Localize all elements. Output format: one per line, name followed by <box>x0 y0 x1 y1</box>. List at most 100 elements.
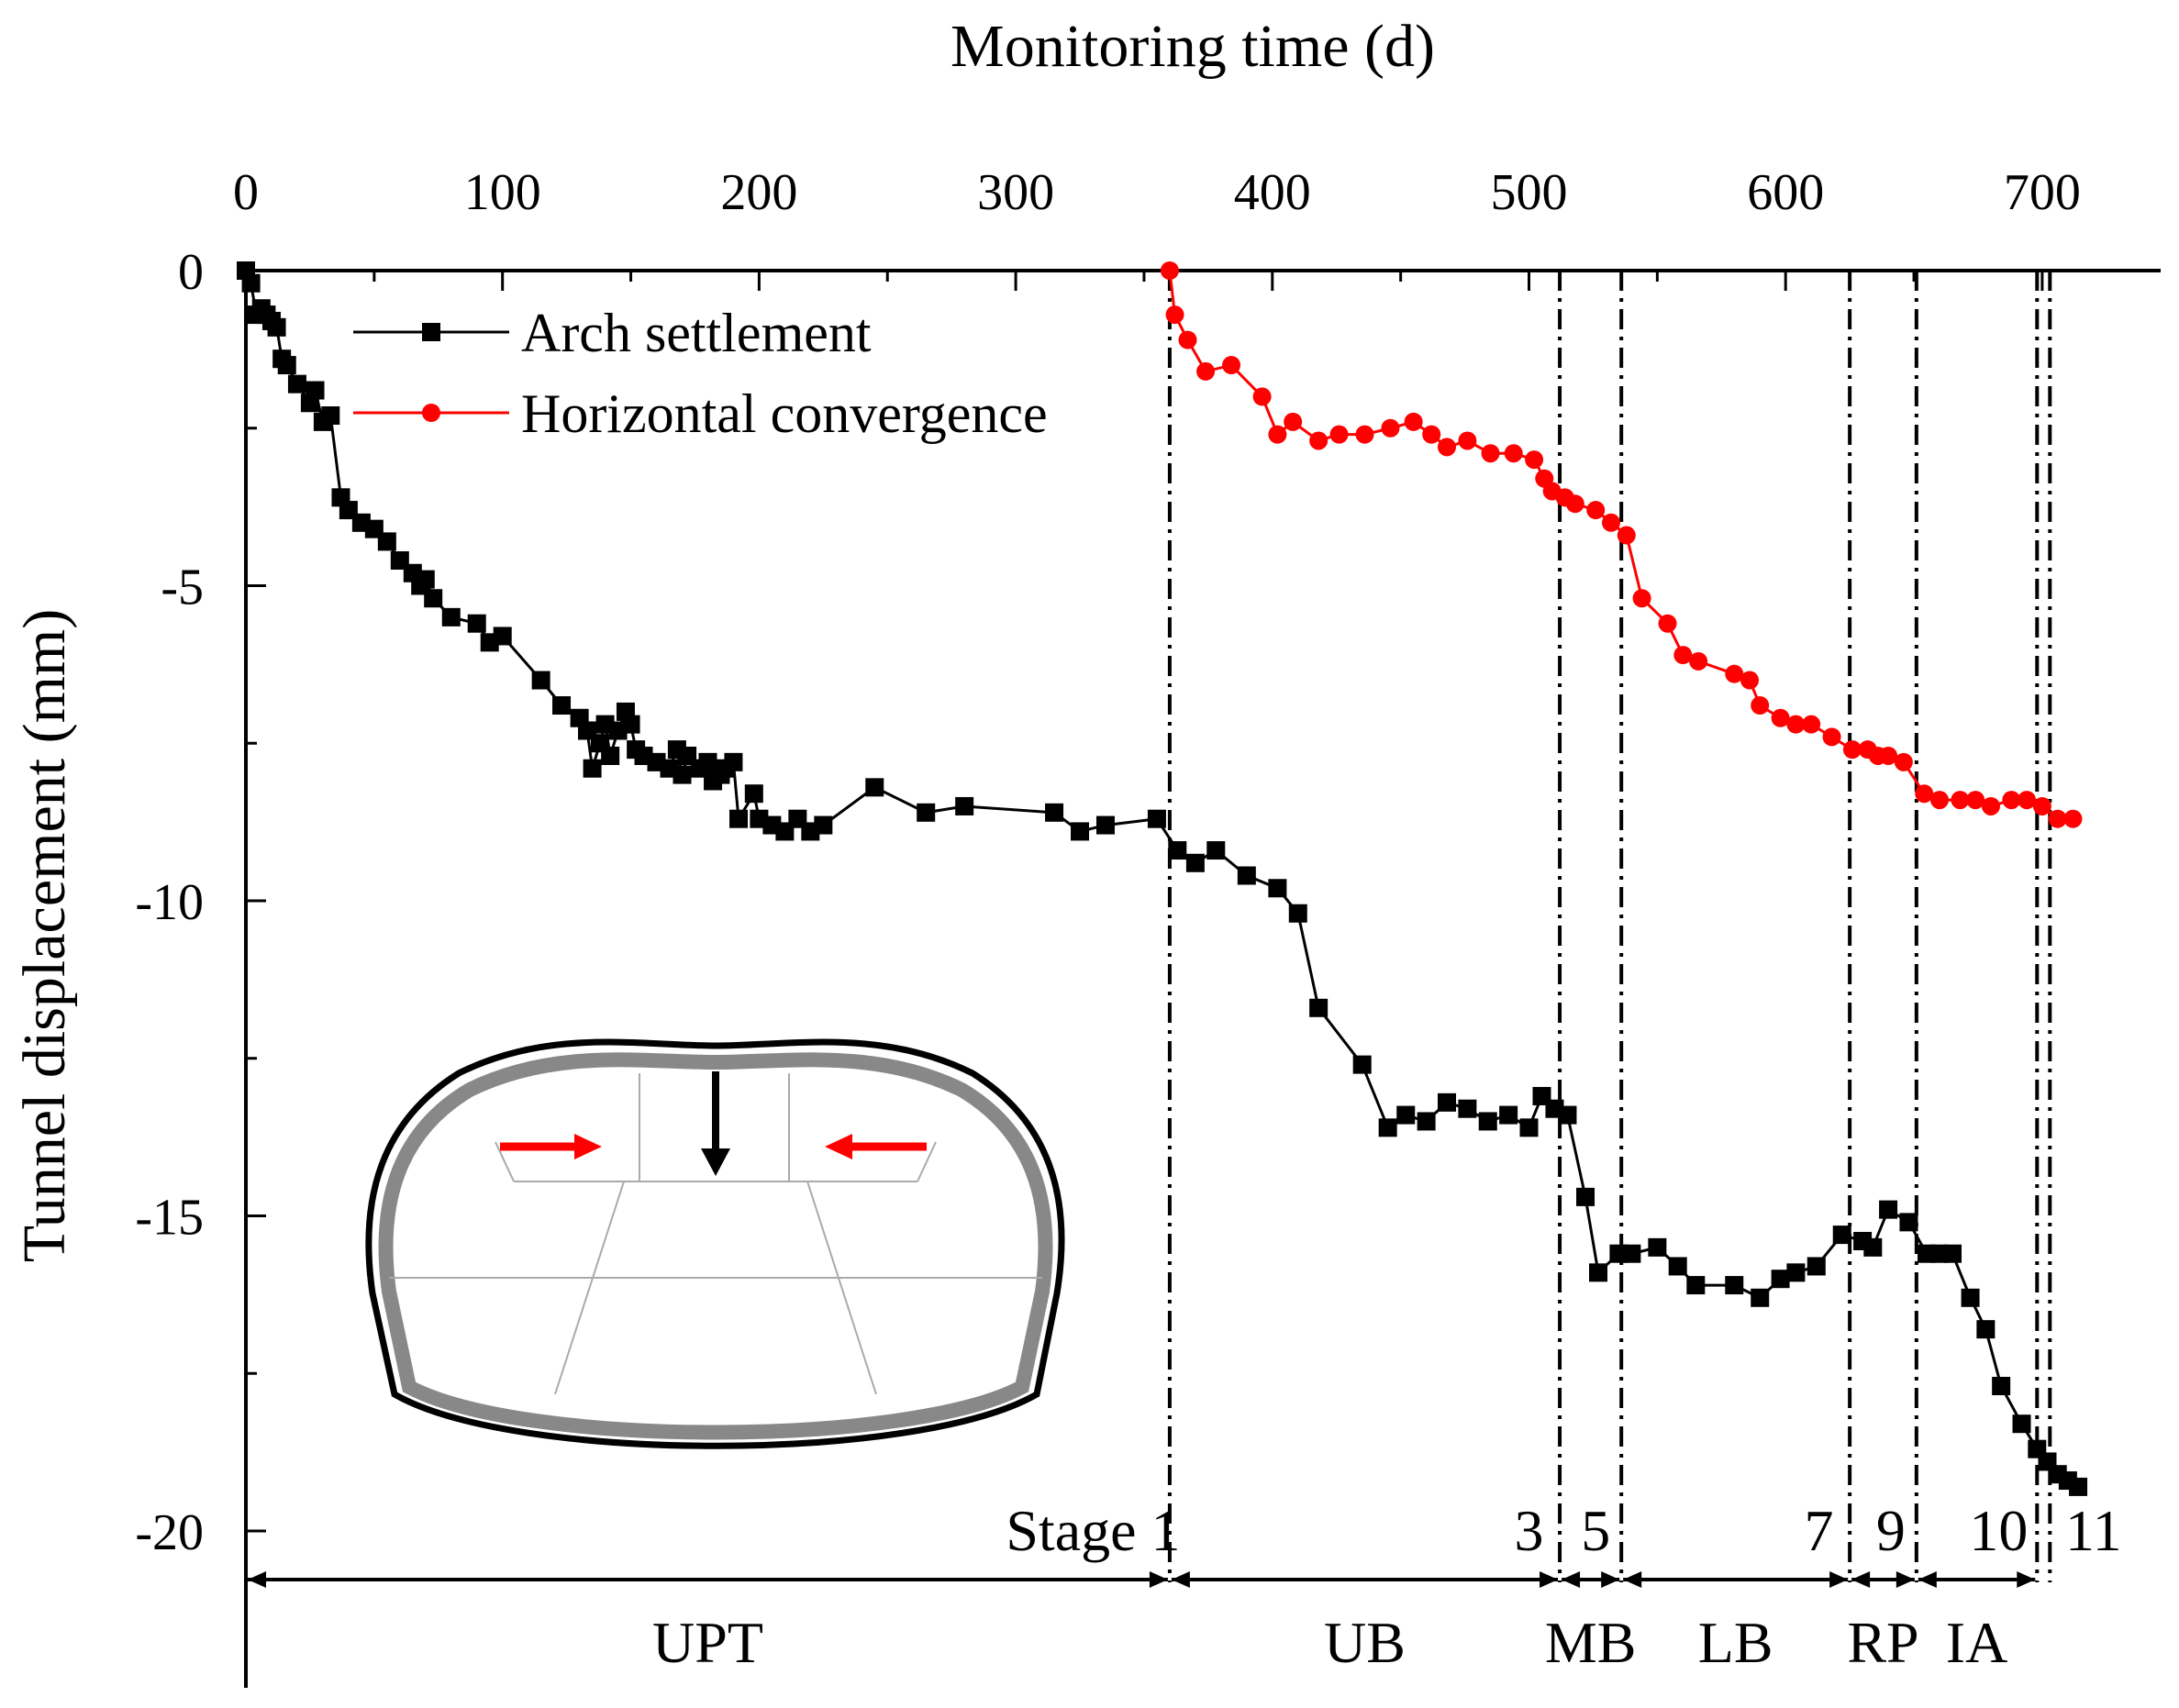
horizontal-convergence-point <box>1915 784 1934 804</box>
x-tick-label: 600 <box>1747 164 1824 221</box>
x-tick-label: 200 <box>720 164 797 221</box>
horizontal-convergence-point <box>1222 356 1241 375</box>
horizontal-convergence-point <box>1309 431 1329 450</box>
arch-settlement-point <box>552 696 572 715</box>
horizontal-convergence-point <box>2018 791 2037 810</box>
horizontal-convergence-point <box>1355 425 1374 444</box>
arch-settlement-point <box>2069 1477 2088 1496</box>
phase-label: MB <box>1545 1610 1637 1675</box>
phase-arrow-head-left <box>1562 1571 1581 1588</box>
legend-conv-label: Horizontal convergence <box>521 383 1048 444</box>
horizontal-convergence-point <box>1602 513 1621 532</box>
stage-number-label: 9 <box>1876 1498 1906 1563</box>
arch-settlement-point <box>1961 1288 1980 1307</box>
horizontal-convergence-point <box>1930 791 1950 810</box>
phase-label: LB <box>1698 1610 1773 1675</box>
arch-settlement-point <box>1437 1092 1456 1112</box>
arch-settlement-point <box>267 317 286 337</box>
arch-settlement-point <box>601 746 620 765</box>
horizontal-convergence-point <box>1802 715 1821 734</box>
arch-settlement-point <box>1725 1276 1744 1295</box>
horizontal-convergence-point <box>1422 425 1441 444</box>
x-tick-label: 300 <box>977 164 1054 221</box>
phase-arrow-head-left <box>1851 1571 1871 1588</box>
series <box>237 261 2088 1496</box>
arch-settlement-point <box>917 803 936 822</box>
arch-settlement-point <box>955 796 974 815</box>
horizontal-convergence-point <box>1381 418 1400 438</box>
horizontal-convergence-point <box>1252 387 1272 406</box>
horizontal-convergence-point <box>1771 708 1790 727</box>
arch-settlement-point <box>1832 1226 1851 1245</box>
stage-number-label: 3 <box>1515 1498 1544 1563</box>
phase-arrow-head-right <box>1829 1571 1849 1588</box>
y-tick-label: -20 <box>135 1504 204 1561</box>
arch-settlement-point <box>277 356 296 375</box>
arch-settlement-point <box>744 784 763 804</box>
horizontal-convergence-point <box>1751 696 1770 715</box>
y-tick-label: -10 <box>135 874 204 931</box>
horizontal-convergence-point <box>1673 646 1693 665</box>
arch-settlement-point <box>1309 998 1329 1017</box>
horizontal-convergence-point <box>1404 412 1423 431</box>
arch-settlement-point <box>1458 1099 1477 1118</box>
arch-settlement-point <box>1589 1263 1608 1282</box>
legend-arch-label: Arch settlement <box>521 303 872 363</box>
horizontal-convergence-point <box>1740 671 1760 690</box>
arch-settlement-point <box>814 815 833 835</box>
arch-settlement-point <box>306 381 325 400</box>
left-convergence-arrow-icon <box>500 1134 602 1159</box>
arch-settlement-point <box>1576 1187 1595 1206</box>
arch-settlement-point <box>2012 1414 2031 1434</box>
stage-number-label: Stage 1 <box>1006 1498 1180 1563</box>
horizontal-convergence-point <box>1879 746 1898 765</box>
phase-arrow-head-left <box>1623 1571 1642 1588</box>
arch-settlement-point <box>1288 904 1307 923</box>
horizontal-convergence-point <box>1458 431 1477 450</box>
horizontal-convergence-point <box>1565 494 1584 514</box>
horizontal-convergence-point <box>1329 425 1349 444</box>
y-tick-label: 0 <box>178 244 204 301</box>
phase-arrow-head-left <box>1918 1571 1937 1588</box>
horizontal-convergence-point <box>2002 791 2021 810</box>
legend-conv-marker <box>422 404 440 422</box>
horizontal-convergence-point <box>1268 425 1287 444</box>
labels: Stage 1 3 5 7 9 10 11 UPT UB MB LB RP IA <box>652 1498 2122 1675</box>
arch-settlement-point <box>583 759 602 778</box>
horizontal-convergence-point <box>1284 412 1303 431</box>
arch-settlement-point <box>1976 1320 1996 1339</box>
horizontal-convergence-point <box>2048 809 2067 828</box>
horizontal-convergence-point <box>1178 330 1197 349</box>
arch-settlement-point <box>321 406 340 426</box>
stage-lines <box>1167 271 2052 1582</box>
tunnel-inner-lining <box>378 1052 1053 1440</box>
arch-settlement-point <box>1071 822 1090 841</box>
phase-label: UB <box>1324 1610 1406 1675</box>
x-tick-label: 0 <box>233 164 259 221</box>
arch-settlement-point <box>1045 803 1064 822</box>
arch-settlement-point <box>1771 1270 1790 1289</box>
arch-settlement-point <box>241 273 261 293</box>
horizontal-convergence-point <box>1165 305 1184 325</box>
arch-settlement-point <box>1499 1105 1518 1125</box>
x-axis-title: Monitoring time (d) <box>951 13 1435 80</box>
arch-settlement-point <box>1095 815 1115 835</box>
arch-settlement-point <box>493 627 512 646</box>
arch-settlement-point <box>467 614 486 633</box>
phase-arrow-head-right <box>1896 1571 1915 1588</box>
arch-settlement-point <box>1352 1055 1372 1074</box>
horizontal-convergence-point <box>1617 526 1636 545</box>
arch-settlement-point <box>1378 1118 1397 1137</box>
arch-settlement-point <box>724 752 743 771</box>
phase-arrow-head-right <box>1601 1571 1620 1588</box>
phase-arrow-head-right <box>1149 1571 1168 1588</box>
arch-settlement-point <box>1807 1257 1826 1276</box>
arch-settlement-point <box>1786 1263 1806 1282</box>
horizontal-convergence-point <box>1481 444 1500 463</box>
phase-label: RP <box>1847 1610 1918 1675</box>
arch-settlement-point <box>1168 841 1187 860</box>
phase-label: IA <box>1946 1610 2008 1675</box>
horizontal-convergence-point <box>1786 715 1806 734</box>
horizontal-convergence-point <box>1504 444 1523 463</box>
